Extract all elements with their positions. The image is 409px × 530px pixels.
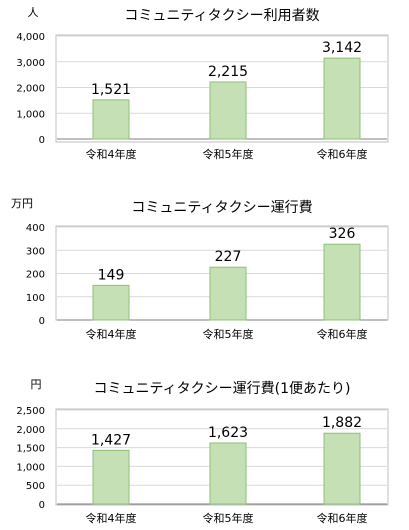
bar xyxy=(209,81,247,140)
data-label: 1,427 xyxy=(91,432,131,448)
y-tick-label: 1,000 xyxy=(16,462,45,473)
y-tick-label: 4,000 xyxy=(16,32,45,43)
category-label: 令和4年度 xyxy=(86,327,137,341)
y-tick-label: 100 xyxy=(26,293,45,304)
data-label: 149 xyxy=(98,267,125,283)
plot-frame xyxy=(55,408,389,506)
y-tick-label: 500 xyxy=(26,481,45,492)
y-tick-label: 2,000 xyxy=(16,84,45,95)
y-tick-label: 2,000 xyxy=(16,425,45,436)
category-label: 令和5年度 xyxy=(203,511,254,525)
bar xyxy=(209,442,247,505)
y-unit-label: 円 xyxy=(31,378,42,391)
bar xyxy=(92,284,130,321)
y-unit-label: 人 xyxy=(28,6,39,19)
bar xyxy=(92,449,130,505)
category-label: 令和6年度 xyxy=(317,327,368,341)
category-label: 令和5年度 xyxy=(203,327,254,341)
y-tick-label: 1,500 xyxy=(16,444,45,455)
category-label: 令和6年度 xyxy=(317,147,368,161)
bar xyxy=(323,432,361,505)
chart-title: コミュニティタクシー利用者数 xyxy=(124,8,319,24)
data-label: 2,215 xyxy=(208,64,248,80)
data-label: 326 xyxy=(329,226,356,242)
y-tick-label: 0 xyxy=(39,500,45,511)
bar xyxy=(323,57,361,140)
data-label: 1,882 xyxy=(322,415,362,431)
bar xyxy=(92,99,130,140)
bar xyxy=(209,266,247,321)
chart-1: 0 1,000 2,000 3,000 4,000 1,521 令和4年度 2,215 令和5年… xyxy=(16,6,389,161)
y-tick-label: 400 xyxy=(26,223,45,234)
chart-3: 0 500 1,000 1,500 2,000 2,500 1,427 令和4年度 1,623 令… xyxy=(16,378,389,525)
category-label: 令和4年度 xyxy=(86,147,137,161)
y-tick-label: 3,000 xyxy=(16,58,45,69)
plot-frame xyxy=(55,34,389,143)
bar xyxy=(323,243,361,321)
y-tick-label: 1,000 xyxy=(16,109,45,120)
y-tick-label: 200 xyxy=(26,270,45,281)
y-unit-label: 万円 xyxy=(11,197,33,210)
y-tick-label: 0 xyxy=(39,316,45,327)
y-tick-label: 0 xyxy=(39,135,45,146)
category-label: 令和6年度 xyxy=(317,511,368,525)
y-tick-label: 2,500 xyxy=(16,406,45,417)
data-label: 1,623 xyxy=(208,425,248,441)
chart-title: コミュニティタクシー運行費(1便あたり) xyxy=(94,381,351,397)
data-label: 227 xyxy=(215,249,242,265)
chart-2: 0 100 200 300 400 149 令和4年度 227 令和5年度 326 令和6年度 コミュ… xyxy=(11,197,389,341)
y-tick-label: 300 xyxy=(26,246,45,257)
data-label: 3,142 xyxy=(322,40,362,56)
category-label: 令和4年度 xyxy=(86,511,137,525)
category-label: 令和5年度 xyxy=(203,147,254,161)
data-label: 1,521 xyxy=(91,82,131,98)
chart-title: コミュニティタクシー運行費 xyxy=(131,200,312,216)
